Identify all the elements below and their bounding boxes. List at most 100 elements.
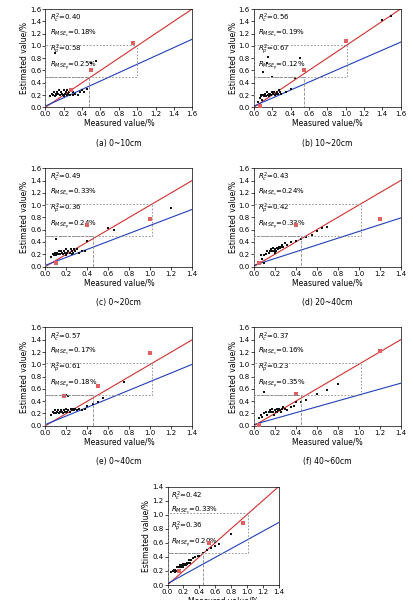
Title: (c) 0~20cm: (c) 0~20cm bbox=[96, 298, 141, 307]
Y-axis label: Estimated value/%: Estimated value/% bbox=[228, 181, 237, 253]
X-axis label: Measured value/%: Measured value/% bbox=[292, 278, 363, 287]
Point bbox=[178, 563, 184, 572]
Title: (d) 20~40cm: (d) 20~40cm bbox=[302, 298, 352, 307]
Point bbox=[60, 91, 67, 101]
Title: (f) 40~60cm: (f) 40~60cm bbox=[303, 457, 351, 466]
Point bbox=[105, 224, 112, 233]
Bar bbox=[45, 44, 137, 77]
Point bbox=[265, 407, 272, 417]
Point bbox=[171, 565, 177, 574]
Point bbox=[324, 385, 330, 395]
Point bbox=[71, 247, 78, 256]
Point bbox=[282, 238, 289, 248]
Point bbox=[313, 226, 320, 236]
Point bbox=[280, 242, 287, 251]
Point bbox=[265, 89, 272, 98]
Point bbox=[261, 251, 268, 260]
Point bbox=[269, 243, 276, 253]
Point bbox=[179, 563, 186, 572]
Point bbox=[57, 407, 64, 417]
Point bbox=[277, 406, 283, 415]
Point bbox=[185, 556, 192, 565]
Point bbox=[61, 247, 68, 256]
Point bbox=[79, 247, 85, 256]
Point bbox=[263, 58, 270, 68]
Point bbox=[192, 552, 199, 562]
Point bbox=[52, 259, 59, 268]
Point bbox=[65, 406, 72, 415]
Point bbox=[52, 89, 59, 98]
Point bbox=[56, 85, 62, 95]
Point bbox=[74, 245, 80, 254]
Point bbox=[266, 406, 273, 415]
Point bbox=[204, 545, 211, 554]
Point bbox=[292, 398, 299, 407]
Point bbox=[93, 56, 99, 66]
Point bbox=[261, 91, 267, 101]
Point bbox=[259, 412, 266, 421]
Point bbox=[65, 89, 72, 98]
Point bbox=[70, 87, 76, 97]
X-axis label: Measured value/%: Measured value/% bbox=[188, 596, 259, 600]
Point bbox=[56, 409, 62, 418]
Point bbox=[335, 379, 341, 389]
Point bbox=[190, 554, 196, 563]
Point bbox=[273, 404, 280, 413]
Bar bbox=[45, 77, 90, 107]
Point bbox=[292, 389, 299, 398]
Point bbox=[277, 243, 283, 253]
Point bbox=[261, 89, 268, 98]
Point bbox=[57, 90, 64, 100]
Point bbox=[303, 232, 310, 242]
Bar bbox=[168, 514, 248, 553]
Point bbox=[50, 90, 56, 100]
Point bbox=[81, 87, 87, 97]
Point bbox=[172, 565, 179, 574]
Point bbox=[276, 404, 282, 413]
Bar bbox=[254, 395, 301, 426]
Point bbox=[264, 410, 271, 419]
Point bbox=[264, 247, 271, 256]
Text: $R_c^2$=0.37
$R_{MSE_c}$=0.16%
$R_p^2$=0.23
$R_{MSE_p}$=0.35%: $R_c^2$=0.37 $R_{MSE_c}$=0.16% $R_p^2$=0… bbox=[258, 331, 306, 390]
Point bbox=[259, 254, 266, 264]
Text: $R_c^2$=0.57
$R_{MSE_c}$=0.17%
$R_p^2$=0.61
$R_{MSE_p}$=0.18%: $R_c^2$=0.57 $R_{MSE_c}$=0.17% $R_p^2$=0… bbox=[50, 331, 97, 390]
Point bbox=[63, 90, 70, 100]
Point bbox=[50, 250, 56, 259]
Point bbox=[50, 87, 57, 97]
Point bbox=[273, 407, 279, 417]
Point bbox=[256, 259, 262, 268]
Point bbox=[272, 90, 278, 100]
Point bbox=[264, 90, 271, 100]
Point bbox=[65, 89, 72, 98]
Point bbox=[74, 406, 80, 415]
Point bbox=[298, 398, 304, 407]
Point bbox=[257, 93, 263, 103]
Point bbox=[228, 530, 234, 539]
Point bbox=[66, 87, 73, 97]
Point bbox=[64, 248, 71, 258]
Point bbox=[83, 84, 90, 94]
Point bbox=[268, 90, 275, 100]
Point bbox=[287, 237, 294, 247]
Title: (a) 0~10cm: (a) 0~10cm bbox=[96, 139, 142, 148]
Point bbox=[79, 85, 85, 95]
Point bbox=[183, 558, 190, 568]
Bar bbox=[45, 395, 93, 426]
Point bbox=[61, 391, 68, 401]
Point bbox=[65, 391, 72, 401]
Point bbox=[100, 394, 107, 403]
Point bbox=[55, 250, 61, 259]
Point bbox=[60, 85, 67, 95]
Point bbox=[271, 247, 277, 256]
Point bbox=[376, 346, 383, 356]
X-axis label: Measured value/%: Measured value/% bbox=[292, 119, 363, 128]
Point bbox=[59, 248, 66, 258]
Point bbox=[52, 409, 59, 418]
Point bbox=[290, 401, 297, 411]
Y-axis label: Estimated value/%: Estimated value/% bbox=[20, 181, 28, 253]
Point bbox=[264, 52, 271, 62]
Point bbox=[266, 247, 273, 256]
Point bbox=[58, 87, 64, 97]
Point bbox=[388, 11, 395, 21]
Point bbox=[59, 90, 66, 100]
